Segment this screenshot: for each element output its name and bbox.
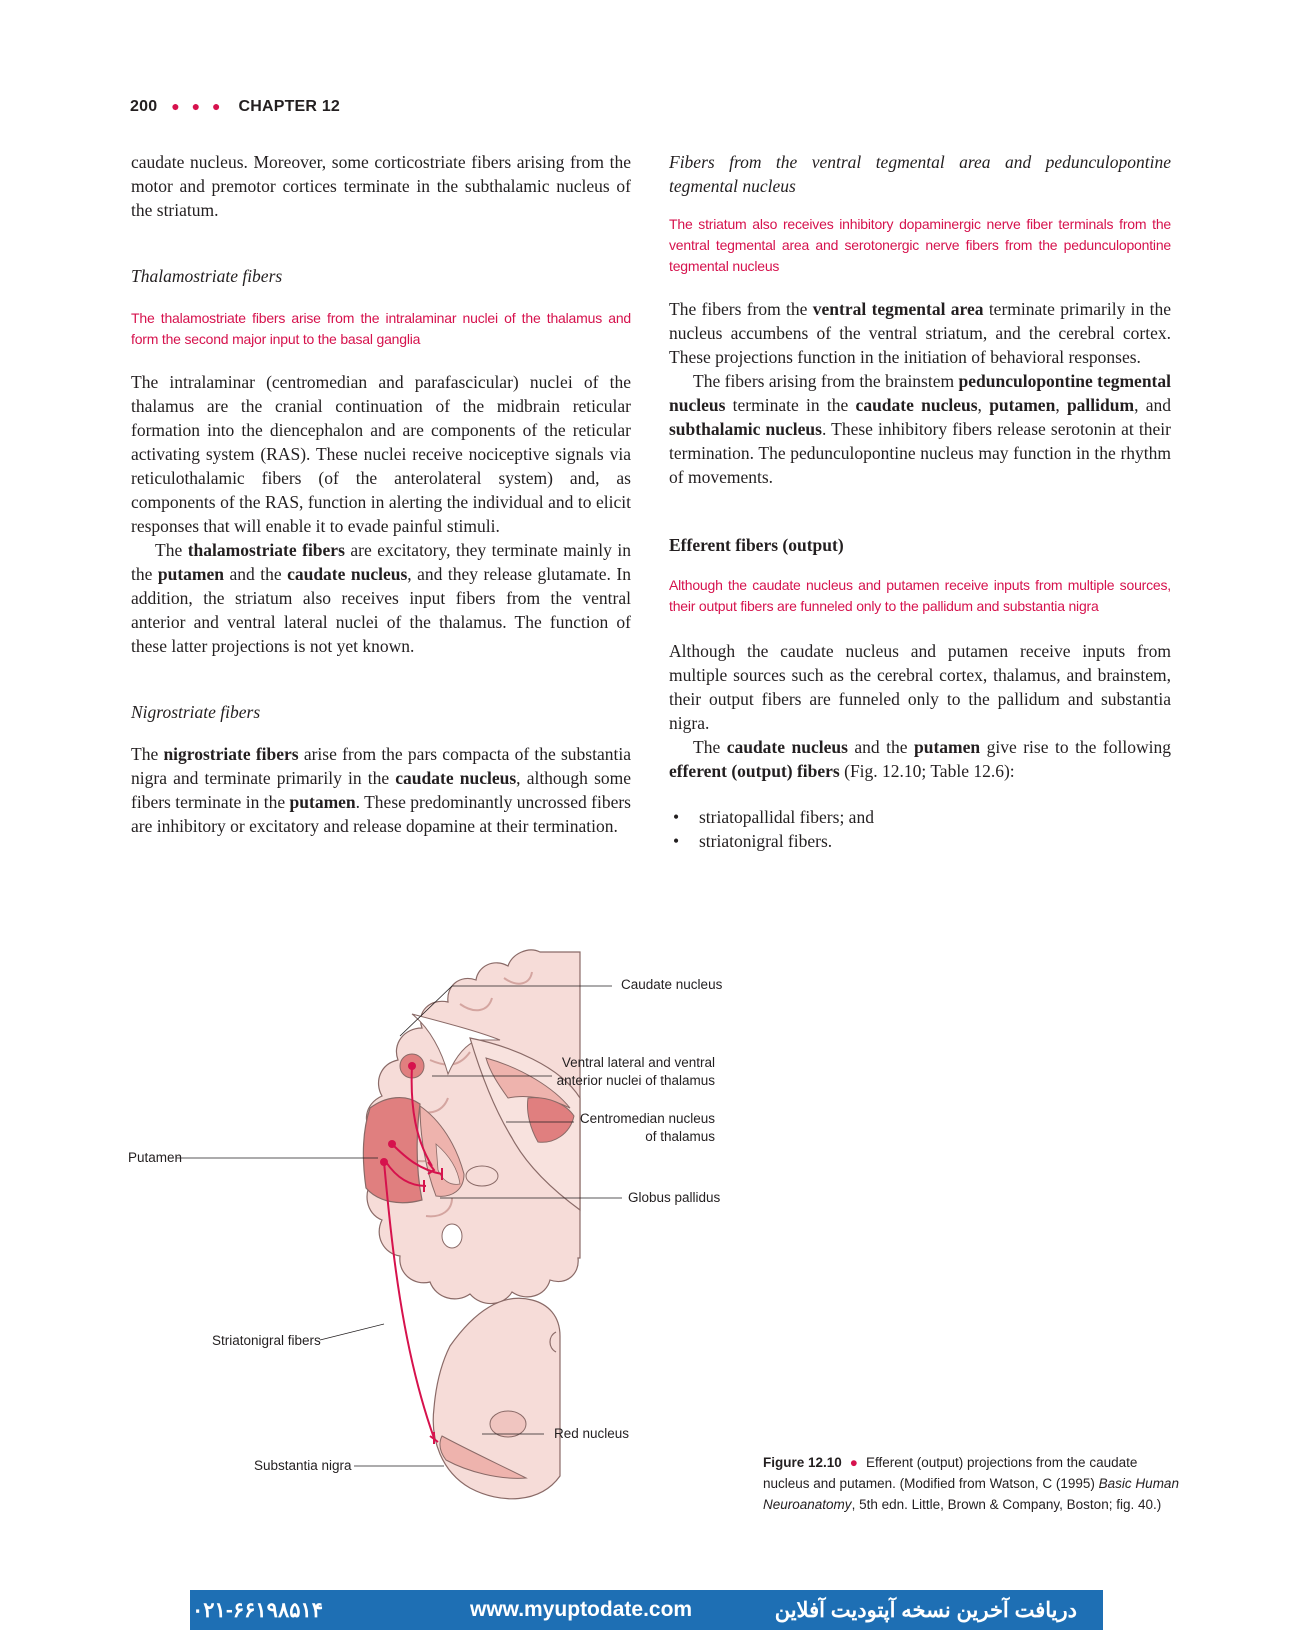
nigrostriate-heading: Nigrostriate fibers <box>131 702 261 722</box>
nigrostriate-paragraph: The nigrostriate fibers arise from the p… <box>131 744 632 836</box>
thalamostriate-paragraph-2: The thalamostriate fibers are excitatory… <box>131 540 631 656</box>
lateral-ventricle <box>411 1013 501 1076</box>
label-putamen: Putamen <box>128 1150 183 1165</box>
chapter-title: CHAPTER 12 <box>238 98 341 115</box>
right-column: Fibers from the ventral tegmental area a… <box>669 150 1171 853</box>
fiber-terminals <box>423 1161 443 1444</box>
label-centromedian-nucleus: Centromedian nucleus of thalamus <box>579 1111 715 1144</box>
fiber-origins <box>380 1062 416 1166</box>
running-header: 200 ● ● ● CHAPTER 12 <box>130 98 340 116</box>
label-striatonigral-fibers: Striatonigral fibers <box>212 1333 321 1348</box>
efferent-paragraph-2: The caudate nucleus and the putamen give… <box>669 737 1171 781</box>
thalamostriate-key-point: The thalamostriate fibers arise from the… <box>131 310 631 347</box>
vta-paragraph-2: The fibers arising from the brainstem pe… <box>669 371 1171 487</box>
banner-persian-text: دریافت آخرین نسخه آپتودیت آفلاین <box>774 1599 1077 1622</box>
leader-lines <box>176 985 622 1467</box>
centromedian-nucleus <box>527 1097 575 1143</box>
page-number: 200 <box>130 98 158 115</box>
banner-url[interactable]: www.myuptodate.com <box>470 1598 693 1621</box>
header-dots: ● ● ● <box>171 98 225 114</box>
efferent-paragraph-1: Although the caudate nucleus and putamen… <box>669 641 1171 733</box>
footer-banner[interactable]: ۰۲۱-۶۶۱۹۸۵۱۴ www.myuptodate.com دریافت آ… <box>190 1590 1103 1630</box>
thalamostriate-heading: Thalamostriate fibers <box>131 266 283 286</box>
figure-number: Figure 12.10 <box>763 1455 842 1470</box>
red-nucleus-shape <box>489 1410 527 1438</box>
efferent-key-point: Although the caudate nucleus and putamen… <box>669 577 1171 614</box>
efferent-bullet-list: striatopallidal fibers; and striatonigra… <box>669 805 1171 853</box>
efferent-heading: Efferent fibers (output) <box>669 535 844 555</box>
vta-heading: Fibers from the ventral tegmental area a… <box>669 152 1171 196</box>
mammillary-body <box>441 1223 463 1249</box>
cerebral-aqueduct <box>549 1331 557 1353</box>
caption-dot: ● <box>849 1455 858 1470</box>
intro-paragraph: caudate nucleus. Moreover, some corticos… <box>131 152 631 220</box>
label-red-nucleus: Red nucleus <box>554 1426 630 1441</box>
putamen-shape <box>362 1097 423 1204</box>
figure-12-10: Caudate nucleus Ventral lateral and vent… <box>128 948 810 1548</box>
vta-key-point: The striatum also receives inhibitory do… <box>669 216 1171 274</box>
banner-phone: ۰۲۱-۶۶۱۹۸۵۱۴ <box>192 1599 324 1622</box>
figure-caption: Figure 12.10 ● Efferent (output) projectio… <box>763 1455 1179 1512</box>
efferent-fiber-paths <box>383 1065 443 1439</box>
label-ventral-nuclei: Ventral lateral and ventral anterior nucl… <box>556 1055 715 1088</box>
label-caudate-nucleus: Caudate nucleus <box>621 977 723 992</box>
subthalamic-nucleus <box>465 1165 499 1187</box>
left-column: caudate nucleus. Moreover, some corticos… <box>131 150 631 838</box>
substantia-nigra-shape <box>439 1435 528 1479</box>
label-substantia-nigra: Substantia nigra <box>254 1458 352 1473</box>
list-item: striatonigral fibers. <box>669 829 1171 853</box>
brain-section-illustration <box>176 949 622 1500</box>
vta-paragraph-1: The fibers from the ventral tegmental ar… <box>669 299 1171 367</box>
thalamostriate-paragraph-1: The intralaminar (centromedian and paraf… <box>131 372 631 536</box>
list-item: striatopallidal fibers; and <box>669 805 1171 829</box>
label-globus-pallidus: Globus pallidus <box>628 1190 721 1205</box>
